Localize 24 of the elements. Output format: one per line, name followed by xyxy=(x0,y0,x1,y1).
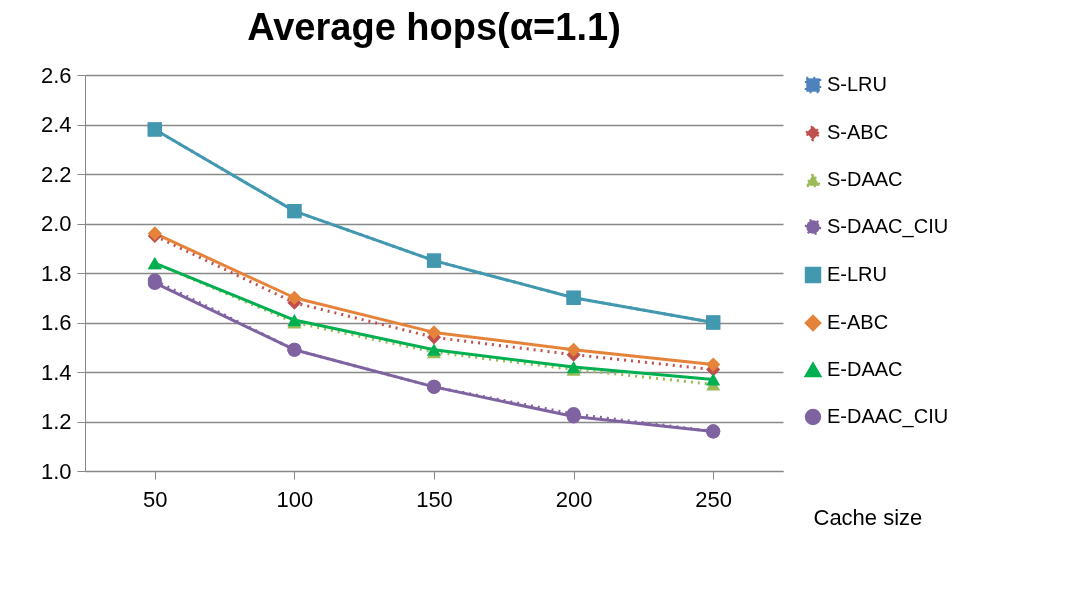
legend-label: E-LRU xyxy=(827,263,888,285)
legend-label: S-DAAC xyxy=(827,168,903,190)
x-tick-label: 50 xyxy=(143,486,168,512)
y-tick-label: 2.4 xyxy=(40,112,72,137)
legend-label: S-LRU xyxy=(827,73,888,95)
y-tick-label: 1.8 xyxy=(40,260,72,286)
y-tick-label: 1.4 xyxy=(40,359,72,385)
legend-label: E-DAAC xyxy=(827,358,903,380)
y-tick-label: 1.2 xyxy=(40,409,72,434)
y-tick-label: 2.0 xyxy=(40,211,72,236)
x-tick-label: 150 xyxy=(416,486,453,512)
x-tick-label: 200 xyxy=(555,486,593,512)
y-tick-label: 1.6 xyxy=(40,310,72,335)
x-tick-label: 250 xyxy=(695,486,733,512)
legend-label: S-ABC xyxy=(827,121,889,143)
legend-label: E-DAAC_CIU xyxy=(827,405,949,428)
chart-title: Average hops(α=1.1) xyxy=(247,6,621,48)
x-tick-label: 100 xyxy=(276,486,314,512)
y-tick-label: 2.6 xyxy=(40,62,72,88)
legend-label: S-DAAC_CIU xyxy=(827,215,949,238)
y-tick-label: 1.0 xyxy=(40,458,72,484)
legend-label: E-ABC xyxy=(827,311,889,333)
y-tick-label: 2.2 xyxy=(40,161,72,187)
x-axis-title: Cache size xyxy=(813,504,923,530)
